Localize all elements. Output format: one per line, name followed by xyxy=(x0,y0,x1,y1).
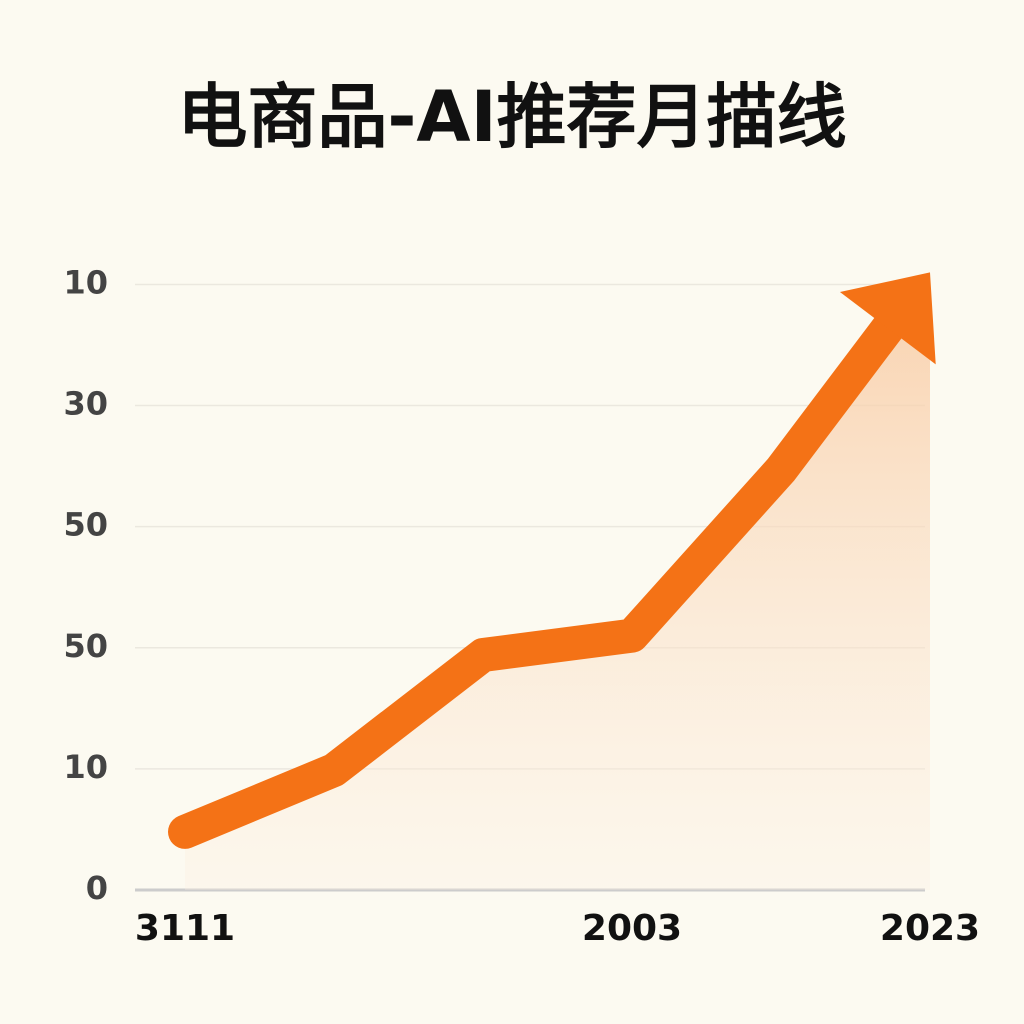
x-tick-label: 2023 xyxy=(880,908,980,949)
y-tick-label: 10 xyxy=(63,263,108,301)
x-tick-label: 3111 xyxy=(135,908,235,949)
area xyxy=(185,272,930,890)
y-tick-label: 0 xyxy=(86,869,108,907)
x-tick-label: 2003 xyxy=(582,908,682,949)
y-tick-label: 10 xyxy=(63,748,108,786)
arrow-head xyxy=(839,272,936,365)
line xyxy=(168,311,905,849)
y-tick-label: 50 xyxy=(63,506,108,544)
y-tick-label: 30 xyxy=(63,385,108,423)
chart-title: 电商品-AI推荐月描线 xyxy=(177,76,846,158)
y-tick-label: 50 xyxy=(63,627,108,665)
